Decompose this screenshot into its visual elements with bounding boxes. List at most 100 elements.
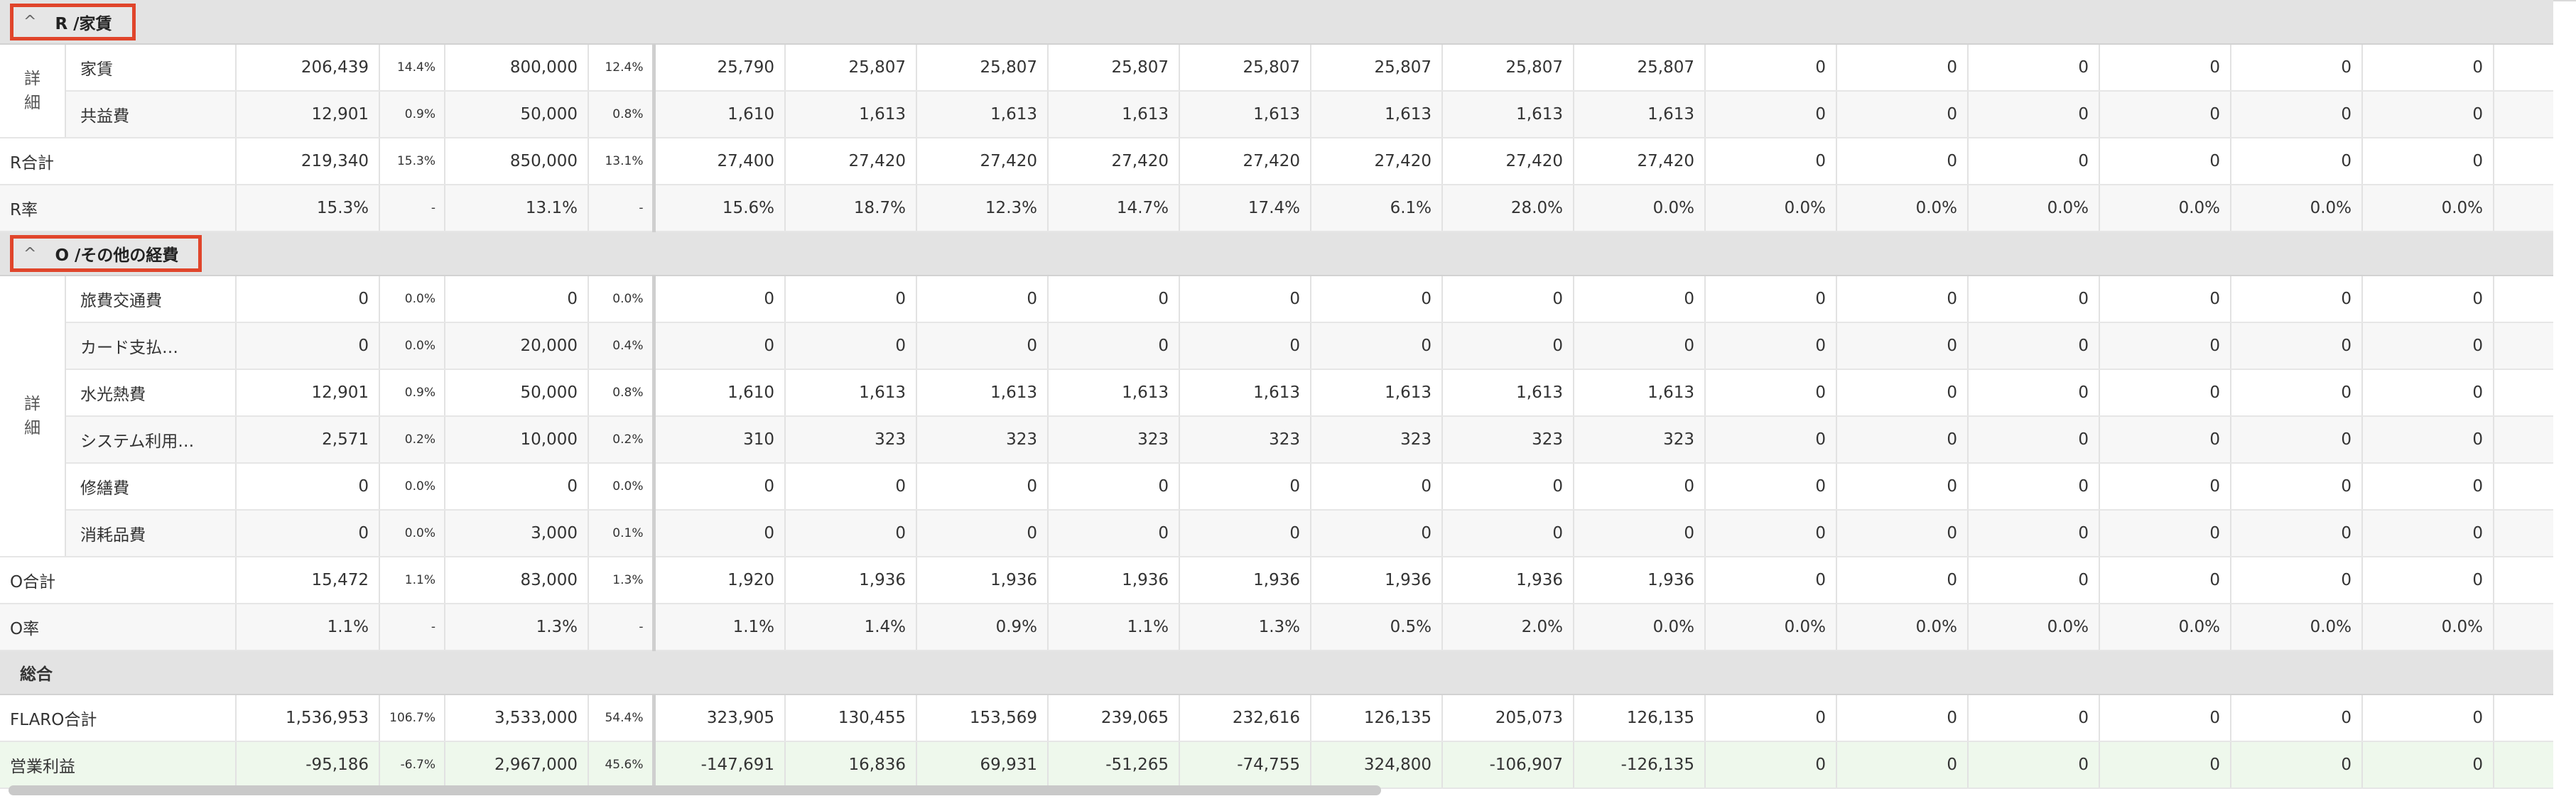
section-r-toggle[interactable]: ^ R /家賃 xyxy=(10,3,136,40)
value-cell: 25,807 xyxy=(916,44,1049,92)
value-cell: 0 xyxy=(654,463,786,511)
value-cell: 0 xyxy=(2362,276,2494,323)
value-cell: 0.0% xyxy=(2099,604,2231,651)
value-cell: - xyxy=(379,604,445,651)
group-label-text: 詳 細 xyxy=(24,395,40,437)
value-cell: 0 xyxy=(2099,416,2231,464)
value-cell: 0 xyxy=(1574,510,1706,557)
value-cell: 2,571 xyxy=(236,416,380,464)
value-cell: 15,472 xyxy=(236,557,380,604)
value-cell: 219,340 xyxy=(236,138,380,185)
value-cell: 0 xyxy=(1968,322,2100,370)
value-cell: 0 xyxy=(785,276,917,323)
value-cell: -95,186 xyxy=(236,741,380,789)
section-o-toggle[interactable]: ^ O /その他の経費 xyxy=(10,235,202,272)
value-cell: 1,613 xyxy=(1442,91,1574,138)
value-cell: 0 xyxy=(1048,322,1180,370)
value-cell: 0.1% xyxy=(588,510,656,557)
value-cell: 126,135 xyxy=(1574,694,1706,742)
value-cell: 0 xyxy=(1574,276,1706,323)
value-cell: 0 xyxy=(916,510,1049,557)
value-cell: 0 xyxy=(2231,694,2363,742)
value-cell: 0 xyxy=(1442,463,1574,511)
row-label: R合計 xyxy=(0,138,237,185)
row-label: 共益費 xyxy=(65,91,237,138)
r-total-row: R合計 219,340 15.3% 850,000 13.1% 27,400 27,420 2… xyxy=(0,138,2553,185)
value-cell: 0.8% xyxy=(588,91,656,138)
value-cell: 1.3% xyxy=(588,557,656,604)
value-cell: 0 xyxy=(2099,369,2231,417)
row-label: O率 xyxy=(0,604,237,651)
value-cell: 323 xyxy=(785,416,917,464)
horizontal-scrollbar[interactable] xyxy=(9,785,1381,795)
spacer-cell xyxy=(2494,91,2553,138)
value-cell: 323 xyxy=(1179,416,1311,464)
value-cell: -106,907 xyxy=(1442,741,1574,789)
value-cell: 0 xyxy=(1836,741,1969,789)
value-cell: 0.0% xyxy=(1968,604,2100,651)
value-cell: 0 xyxy=(2362,138,2494,185)
row-label: 修繕費 xyxy=(65,463,237,511)
spacer-cell xyxy=(2494,44,2553,92)
value-cell: 323 xyxy=(1311,416,1443,464)
value-cell: 0 xyxy=(2099,276,2231,323)
value-cell: 0.2% xyxy=(379,416,445,464)
value-cell: 27,420 xyxy=(1574,138,1706,185)
value-cell: 0.0% xyxy=(379,322,445,370)
row-label: O合計 xyxy=(0,557,237,604)
value-cell: 0.5% xyxy=(1311,604,1443,651)
value-cell: 3,000 xyxy=(445,510,589,557)
value-cell: 15.3% xyxy=(379,138,445,185)
value-cell: 0 xyxy=(2099,463,2231,511)
value-cell: 1,613 xyxy=(1048,369,1180,417)
section-o-detail-group-label: 詳 細 xyxy=(0,276,66,557)
value-cell: 25,807 xyxy=(1311,44,1443,92)
value-cell: 0.0% xyxy=(2231,185,2363,232)
value-cell: 1,613 xyxy=(1048,91,1180,138)
value-cell: 0 xyxy=(2231,741,2363,789)
value-cell: 0.0% xyxy=(588,276,656,323)
value-cell: 0 xyxy=(2362,557,2494,604)
value-cell: - xyxy=(588,604,656,651)
budget-grid: ^ R /家賃詳 細 家賃 206,439 14.4% 800,000 12.4% 25,79… xyxy=(0,0,2553,789)
value-cell: 25,807 xyxy=(1442,44,1574,92)
value-cell: 0 xyxy=(1836,322,1969,370)
value-cell: 0 xyxy=(2362,369,2494,417)
value-cell: 27,420 xyxy=(1048,138,1180,185)
value-cell: 0 xyxy=(654,510,786,557)
value-cell: 0.0% xyxy=(1836,185,1969,232)
value-cell: 0.9% xyxy=(916,604,1049,651)
value-cell: 0 xyxy=(2231,369,2363,417)
value-cell: 323 xyxy=(1048,416,1180,464)
value-cell: 310 xyxy=(654,416,786,464)
value-cell: 0 xyxy=(445,276,589,323)
spacer-cell xyxy=(2494,510,2553,557)
table-row: 詳 細家賃 206,439 14.4% 800,000 12.4% 25,790 25,80… xyxy=(0,44,2553,138)
value-cell: 323 xyxy=(1574,416,1706,464)
spacer-cell xyxy=(2494,604,2553,651)
value-cell: 13.1% xyxy=(445,185,589,232)
value-cell: 106.7% xyxy=(379,694,445,742)
value-cell: 0 xyxy=(2231,91,2363,138)
chevron-up-icon[interactable]: ^ xyxy=(23,13,37,31)
value-cell: 0 xyxy=(785,322,917,370)
row-label: 旅費交通費 xyxy=(65,276,237,323)
row-label: 消耗品費 xyxy=(65,510,237,557)
row-label: 水光熱費 xyxy=(65,369,237,417)
chevron-up-icon[interactable]: ^ xyxy=(23,244,37,263)
value-cell: 1.1% xyxy=(379,557,445,604)
value-cell: 6.1% xyxy=(1311,185,1443,232)
section-total-header: 総合 xyxy=(0,650,2553,695)
value-cell: 0 xyxy=(1705,276,1837,323)
value-cell: 0 xyxy=(2099,741,2231,789)
value-cell: 0 xyxy=(1836,91,1969,138)
group-label-text: 詳 細 xyxy=(24,70,40,112)
section-o-header-row: ^ O /その他の経費 xyxy=(0,231,2553,276)
value-cell: 0 xyxy=(1968,694,2100,742)
value-cell: 0.0% xyxy=(2231,604,2363,651)
value-cell: 0 xyxy=(2362,416,2494,464)
value-cell: 0 xyxy=(1311,463,1443,511)
value-cell: 0 xyxy=(1311,322,1443,370)
value-cell: 0.8% xyxy=(588,369,656,417)
value-cell: 50,000 xyxy=(445,91,589,138)
